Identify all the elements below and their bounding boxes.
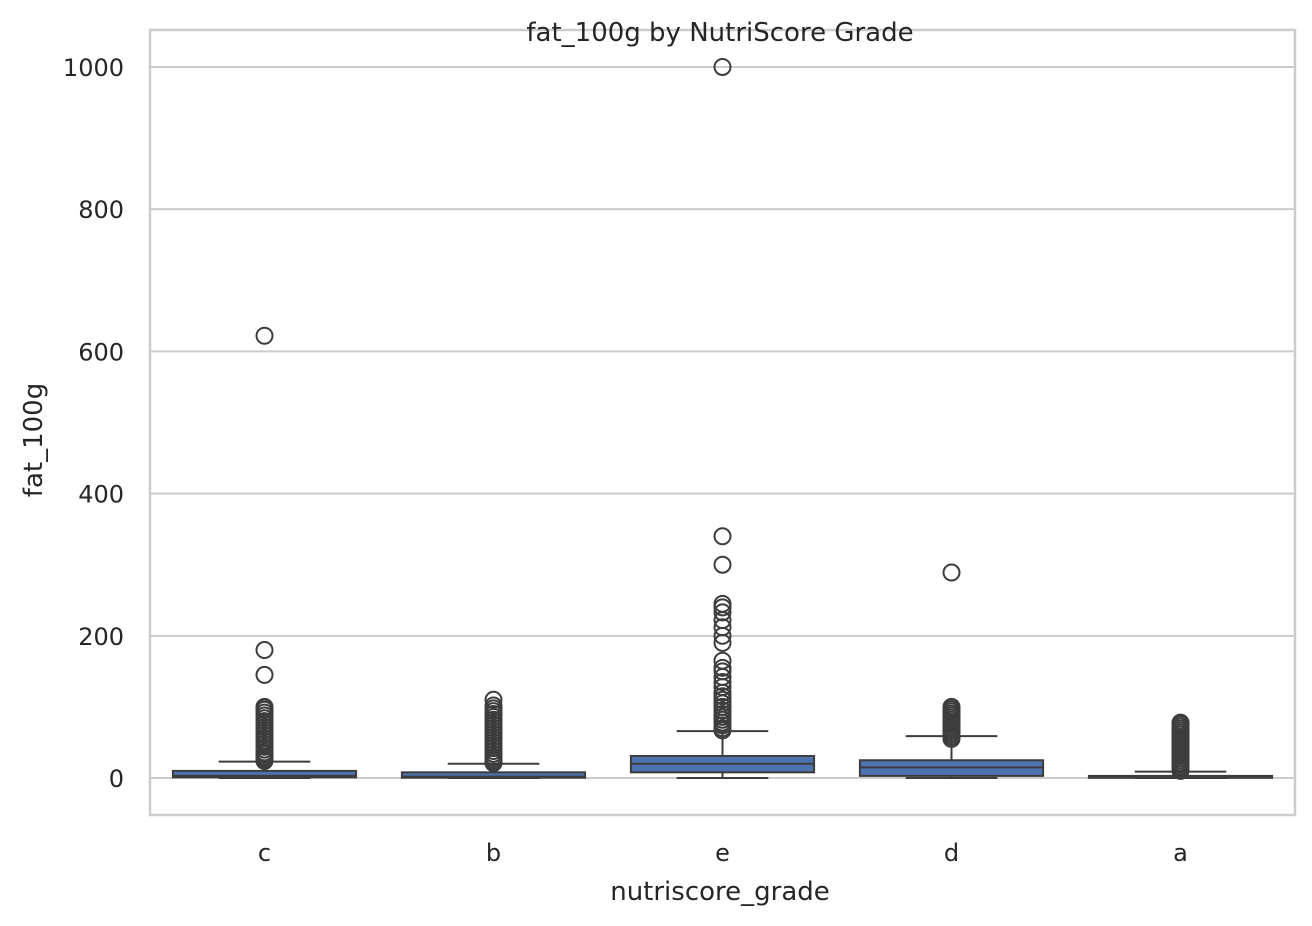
box-d bbox=[858, 563, 1045, 780]
box-a bbox=[1087, 713, 1274, 780]
chart-title: fat_100g by NutriScore Grade bbox=[526, 18, 913, 48]
outlier-point bbox=[255, 326, 274, 345]
outlier-point bbox=[713, 527, 732, 546]
y-tick-label: 600 bbox=[78, 338, 124, 366]
y-axis-label: fat_100g bbox=[19, 383, 49, 497]
x-tick-label: e bbox=[715, 839, 730, 867]
outlier-point bbox=[942, 697, 961, 716]
y-tick-labels: 0 200 400 600 800 1000 bbox=[63, 54, 124, 793]
x-axis-label: nutriscore_grade bbox=[610, 877, 830, 907]
outlier-point bbox=[713, 618, 732, 637]
outlier-point bbox=[255, 665, 274, 684]
outlier-point bbox=[255, 697, 274, 716]
x-tick-label: a bbox=[1173, 839, 1188, 867]
x-tick-label: b bbox=[486, 839, 501, 867]
plot-frame bbox=[148, 28, 1297, 817]
y-tick-label: 400 bbox=[78, 481, 124, 509]
plot-area bbox=[150, 30, 1295, 815]
outlier-point bbox=[713, 603, 732, 622]
outlier-point bbox=[713, 651, 732, 670]
outlier-point bbox=[942, 563, 961, 582]
iqr-box bbox=[400, 771, 587, 779]
box-group bbox=[171, 57, 1274, 780]
box-e bbox=[629, 57, 816, 780]
outlier-point bbox=[484, 696, 503, 715]
outlier-point bbox=[713, 594, 732, 613]
outlier-point bbox=[713, 555, 732, 574]
outlier-point bbox=[713, 673, 732, 692]
outlier-point bbox=[255, 641, 274, 660]
iqr-box bbox=[171, 769, 358, 779]
y-tick-label: 1000 bbox=[63, 54, 124, 82]
box-b bbox=[400, 690, 587, 780]
box-c bbox=[171, 326, 358, 780]
outlier-point bbox=[1171, 713, 1190, 732]
y-tick-label: 200 bbox=[78, 623, 124, 651]
x-tick-label: c bbox=[258, 839, 271, 867]
outlier-point bbox=[713, 57, 732, 76]
y-tick-label: 800 bbox=[78, 196, 124, 224]
y-tick-label: 0 bbox=[109, 765, 124, 793]
x-tick-label: d bbox=[944, 839, 959, 867]
outlier-point bbox=[713, 658, 732, 677]
outlier-point bbox=[484, 690, 503, 709]
